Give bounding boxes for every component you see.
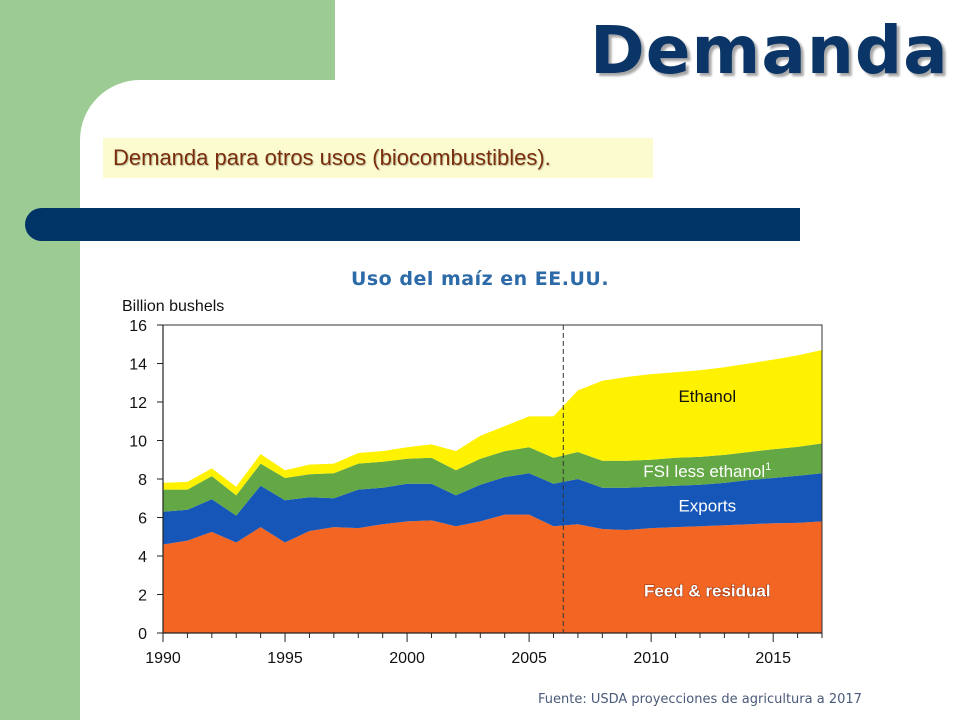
x-tick-label: 2000	[389, 650, 425, 667]
y-tick-label: 8	[138, 472, 147, 489]
axes-group: 0 2 4 6 8 10 12 14 16 1990 1995 2000 2005 2010 2015	[129, 318, 823, 667]
decorative-title-bar	[25, 208, 800, 241]
x-tick-label: 2015	[755, 650, 791, 667]
x-tick-label: 1995	[267, 650, 303, 667]
y-tick-label: 4	[138, 549, 147, 566]
series-label-feed-and-residual: Feed & residual	[644, 581, 771, 600]
y-tick-label: 14	[129, 357, 147, 374]
subtitle-text: Demanda para otros usos (biocombustibles…	[113, 145, 551, 170]
title-background	[335, 0, 960, 80]
series-label-ethanol: Ethanol	[678, 387, 736, 406]
area-feed-and-residual	[163, 514, 822, 633]
series-label-exports: Exports	[678, 496, 736, 515]
chart-title: Uso del maíz en EE.UU.	[350, 268, 610, 290]
y-axis-label: Billion bushels	[122, 298, 224, 315]
series-label-fsi-less-ethanol: FSI less ethanol1	[643, 461, 771, 481]
y-tick-label: 2	[138, 588, 147, 605]
subtitle-box: Demanda para otros usos (biocombustibles…	[103, 138, 653, 178]
source-note: Fuente: USDA proyecciones de agricultura…	[538, 692, 862, 707]
y-tick-label: 6	[138, 511, 147, 528]
x-tick-label: 2005	[511, 650, 547, 667]
y-tick-label: 10	[129, 434, 147, 451]
y-tick-label: 16	[129, 318, 147, 335]
x-tick-label: 2010	[633, 650, 669, 667]
y-tick-label: 0	[138, 626, 147, 643]
area-exports	[163, 473, 822, 545]
slide-title: Demanda	[590, 12, 949, 89]
area-series-group	[163, 350, 822, 633]
series-labels-group: Feed & residual Exports FSI less ethanol1 E…	[643, 387, 771, 601]
y-tick-label: 12	[129, 395, 147, 412]
area-ethanol	[163, 350, 822, 496]
area-fsi-less-ethanol	[163, 443, 822, 516]
x-tick-label: 1990	[145, 650, 181, 667]
plot-frame	[163, 324, 823, 633]
